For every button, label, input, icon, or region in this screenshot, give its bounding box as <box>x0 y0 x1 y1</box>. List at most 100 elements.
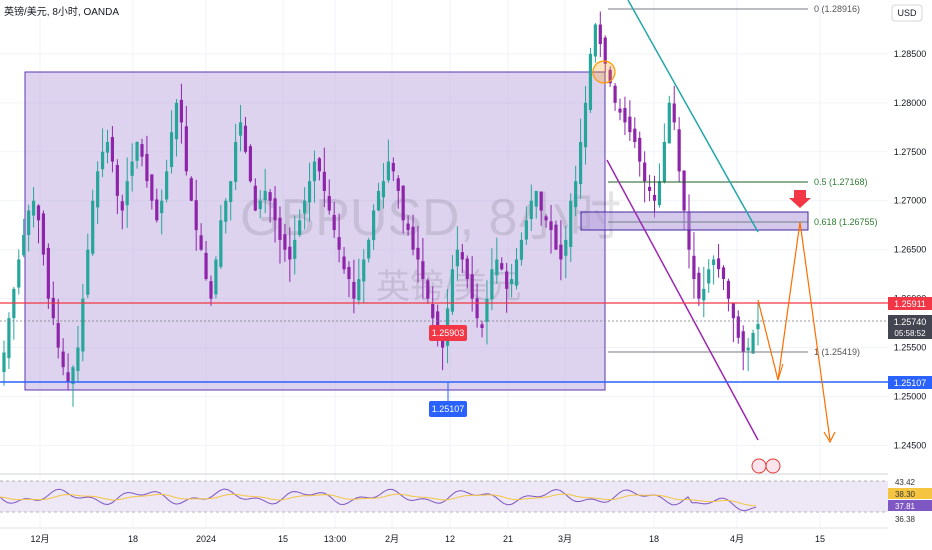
candle-body[interactable] <box>623 107 627 123</box>
candle-body[interactable] <box>31 200 36 216</box>
candle-body[interactable] <box>56 323 60 348</box>
candle-body[interactable] <box>505 271 509 289</box>
candle-body[interactable] <box>712 259 716 266</box>
candle-body[interactable] <box>298 220 302 236</box>
candle-body[interactable] <box>342 256 346 270</box>
candle-body[interactable] <box>603 37 607 64</box>
candle-body[interactable] <box>22 235 26 256</box>
candle-body[interactable] <box>165 171 169 200</box>
candle-body[interactable] <box>7 318 11 359</box>
candle-body[interactable] <box>27 210 31 236</box>
candle-body[interactable] <box>278 217 282 240</box>
candle-body[interactable] <box>322 171 326 191</box>
event-flag-icon[interactable] <box>751 458 767 474</box>
event-flag-icon[interactable] <box>765 458 781 474</box>
candle-body[interactable] <box>450 269 455 312</box>
candle-body[interactable] <box>386 161 390 181</box>
candle-body[interactable] <box>465 258 469 280</box>
candle-body[interactable] <box>618 108 622 113</box>
candle-body[interactable] <box>61 351 65 368</box>
candle-body[interactable] <box>554 224 558 250</box>
candle-body[interactable] <box>509 279 514 285</box>
candle-body[interactable] <box>303 200 307 214</box>
down-arrow-icon[interactable] <box>789 190 811 208</box>
candle-body[interactable] <box>741 331 745 353</box>
candle-body[interactable] <box>71 367 75 385</box>
candle-body[interactable] <box>692 255 696 280</box>
candle-body[interactable] <box>204 252 208 280</box>
candle-body[interactable] <box>362 259 366 282</box>
candle-body[interactable] <box>189 178 193 201</box>
candle-body[interactable] <box>381 181 386 198</box>
symbol-title[interactable]: 英镑/美元, 8小时, OANDA <box>4 5 119 18</box>
candle-body[interactable] <box>155 199 159 221</box>
candle-body[interactable] <box>436 311 440 338</box>
candle-body[interactable] <box>125 181 129 206</box>
candle-body[interactable] <box>120 201 124 211</box>
candle-body[interactable] <box>564 239 568 256</box>
candle-body[interactable] <box>169 132 174 168</box>
candle-body[interactable] <box>263 190 267 201</box>
candle-body[interactable] <box>96 171 100 208</box>
candle-body[interactable] <box>243 125 248 152</box>
candle-body[interactable] <box>593 24 597 57</box>
candle-body[interactable] <box>569 200 573 247</box>
candle-body[interactable] <box>638 137 642 162</box>
candle-body[interactable] <box>514 259 519 286</box>
candle-body[interactable] <box>475 298 479 319</box>
candle-body[interactable] <box>411 226 415 250</box>
candle-body[interactable] <box>391 162 395 172</box>
candle-body[interactable] <box>36 205 41 221</box>
candle-body[interactable] <box>746 347 750 351</box>
candle-body[interactable] <box>66 372 70 382</box>
candle-body[interactable] <box>352 281 356 299</box>
candle-body[interactable] <box>726 280 731 299</box>
candle-body[interactable] <box>431 304 435 319</box>
candle-body[interactable] <box>524 220 528 240</box>
candle-body[interactable] <box>633 128 637 142</box>
candle-body[interactable] <box>702 288 706 301</box>
trendline-upper[interactable] <box>627 0 759 233</box>
candle-body[interactable] <box>110 137 115 162</box>
candle-body[interactable] <box>76 347 80 372</box>
candle-body[interactable] <box>199 235 203 250</box>
candle-body[interactable] <box>588 53 593 110</box>
candle-body[interactable] <box>396 178 400 191</box>
candle-body[interactable] <box>682 170 686 211</box>
candle-body[interactable] <box>253 185 257 211</box>
candle-body[interactable] <box>455 249 459 267</box>
candle-body[interactable] <box>652 194 657 201</box>
candle-body[interactable] <box>460 252 464 260</box>
trendline-lower[interactable] <box>606 159 759 441</box>
candle-body[interactable] <box>130 161 134 176</box>
candle-body[interactable] <box>248 146 253 182</box>
candle-body[interactable] <box>46 247 50 299</box>
candle-body[interactable] <box>406 223 410 231</box>
candle-body[interactable] <box>574 181 578 208</box>
candle-body[interactable] <box>480 324 484 329</box>
candle-body[interactable] <box>234 141 238 182</box>
candle-body[interactable] <box>608 69 612 84</box>
candle-body[interactable] <box>224 200 228 222</box>
candle-body[interactable] <box>401 185 405 221</box>
candle-body[interactable] <box>100 151 105 170</box>
candle-body[interactable] <box>756 324 760 330</box>
candle-body[interactable] <box>2 352 6 373</box>
candle-body[interactable] <box>273 198 277 221</box>
candle-body[interactable] <box>549 221 553 231</box>
candle-body[interactable] <box>628 116 632 133</box>
candle-body[interactable] <box>751 332 755 354</box>
candle-body[interactable] <box>317 158 321 172</box>
candle-body[interactable] <box>643 162 647 182</box>
candle-body[interactable] <box>529 200 533 220</box>
candle-body[interactable] <box>238 122 243 136</box>
supply-zone[interactable] <box>580 211 809 231</box>
candle-body[interactable] <box>160 200 164 214</box>
candle-body[interactable] <box>17 259 21 288</box>
candle-body[interactable] <box>657 181 662 206</box>
candle-body[interactable] <box>687 211 691 250</box>
candle-body[interactable] <box>716 258 721 270</box>
candle-body[interactable] <box>707 269 711 284</box>
candle-body[interactable] <box>229 181 233 202</box>
candle-body[interactable] <box>293 239 297 259</box>
